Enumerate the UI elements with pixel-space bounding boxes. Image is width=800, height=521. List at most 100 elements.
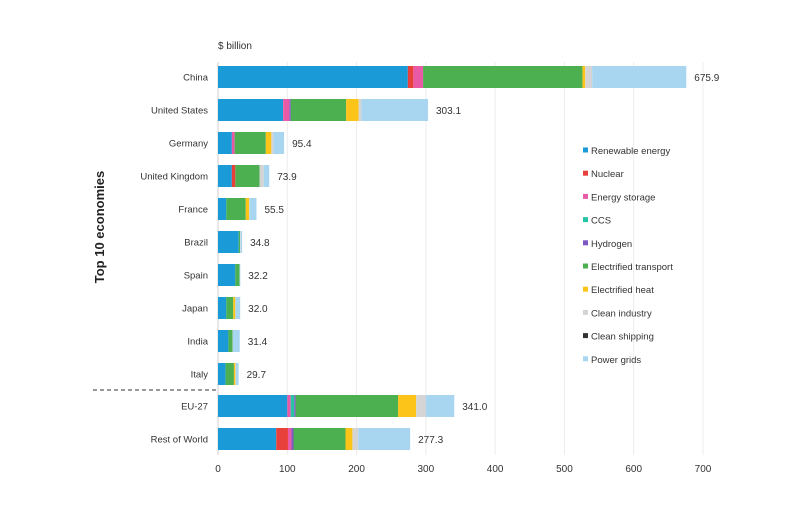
bar-segment (218, 231, 239, 253)
bar-segment (592, 66, 687, 88)
bar-segment (407, 66, 414, 88)
legend-label: CCS (591, 216, 611, 227)
bar-segment (218, 132, 232, 154)
bar-segment (287, 395, 291, 417)
category-label: Rest of World (151, 435, 208, 446)
bar-segment (283, 99, 290, 121)
legend-label: Electrified transport (591, 262, 673, 273)
bar-segment (290, 395, 295, 417)
category-label: United States (151, 106, 208, 117)
x-tick-label: 700 (695, 464, 712, 475)
bar-segment (263, 165, 270, 187)
bar-segment (259, 165, 264, 187)
total-label: 29.7 (247, 370, 267, 381)
total-labels: 675.9 303.1 95.4 73.9 55.5 34.8 32.2 32.0 31.4 29… (247, 73, 720, 446)
bar-segment (358, 428, 411, 450)
legend-swatch (583, 147, 588, 153)
bar-segment (245, 198, 250, 220)
legend-swatch (583, 240, 588, 246)
bar-segment (416, 395, 426, 417)
legend-label: Clean industry (591, 308, 652, 319)
y-axis-title: Top 10 economies (92, 171, 107, 283)
legend-label: Renewable energy (591, 146, 670, 157)
x-tick-label: 600 (625, 464, 642, 475)
bar-segment (226, 297, 234, 319)
bar-segment (423, 66, 583, 88)
legend-label: Energy storage (591, 192, 655, 203)
category-label: United Kingdom (140, 172, 208, 183)
legend-label: Hydrogen (591, 239, 632, 250)
bar-segment (218, 165, 232, 187)
bar-segment (236, 363, 239, 385)
unit-label: $ billion (218, 41, 252, 52)
legend-swatch (583, 170, 588, 176)
bar-segment (265, 132, 272, 154)
bar-segment (218, 99, 284, 121)
total-label: 341.0 (462, 402, 487, 413)
bar-segment (231, 132, 235, 154)
category-label: France (178, 205, 208, 216)
total-label: 55.5 (264, 205, 284, 216)
bar-segment (235, 363, 237, 385)
category-label: EU-27 (181, 402, 208, 413)
x-tick-label: 100 (279, 464, 296, 475)
total-label: 34.8 (250, 238, 270, 249)
bar-segment (352, 428, 359, 450)
bar-segment (289, 99, 291, 121)
category-label: China (183, 73, 209, 84)
bar-segment (582, 66, 586, 88)
gridlines (217, 62, 704, 455)
bar-segment (238, 231, 241, 253)
bar-segment (425, 395, 455, 417)
bar-segment (276, 428, 288, 450)
total-label: 303.1 (436, 106, 461, 117)
bar-segment (218, 330, 229, 352)
bar-segment (361, 99, 429, 121)
legend-swatch (583, 217, 588, 223)
legend-swatch (583, 263, 588, 269)
x-tick-label: 0 (215, 464, 221, 475)
total-label: 675.9 (694, 73, 719, 84)
bar-segment (345, 428, 353, 450)
bar-segment (218, 395, 288, 417)
bar-segment (291, 428, 294, 450)
bar-segment (240, 231, 243, 253)
bar-segment (218, 264, 236, 286)
bars (218, 66, 687, 450)
bar-segment (231, 165, 236, 187)
x-tick-label: 300 (418, 464, 435, 475)
bar-segment (226, 198, 246, 220)
bar-segment (235, 297, 241, 319)
bar-segment (273, 132, 285, 154)
legend-swatch (583, 309, 588, 315)
bar-segment (239, 264, 241, 286)
x-tick-label: 200 (348, 464, 365, 475)
category-label: India (187, 337, 208, 348)
bar-segment (228, 330, 233, 352)
bar-segment (287, 428, 292, 450)
category-label: Brazil (184, 238, 208, 249)
bar-segment (233, 297, 236, 319)
bar-segment (346, 99, 359, 121)
bar-segment (235, 165, 260, 187)
bar-segment (358, 99, 362, 121)
bar-segment (234, 132, 266, 154)
bar-segment (218, 198, 227, 220)
legend-swatch (583, 333, 588, 339)
total-label: 277.3 (418, 435, 443, 446)
bar-segment (295, 395, 399, 417)
bar-segment (233, 363, 236, 385)
bar-segment (271, 132, 274, 154)
total-label: 32.2 (248, 271, 268, 282)
x-tick-label: 400 (487, 464, 504, 475)
x-tick-label: 500 (556, 464, 573, 475)
bar-segment (585, 66, 593, 88)
bar-segment (240, 231, 241, 253)
category-label: Italy (191, 370, 209, 381)
bar-segment (413, 66, 424, 88)
category-label: Spain (184, 271, 208, 282)
bar-segment (294, 395, 296, 417)
legend-label: Power grids (591, 355, 641, 366)
legend-label: Clean shipping (591, 332, 654, 343)
